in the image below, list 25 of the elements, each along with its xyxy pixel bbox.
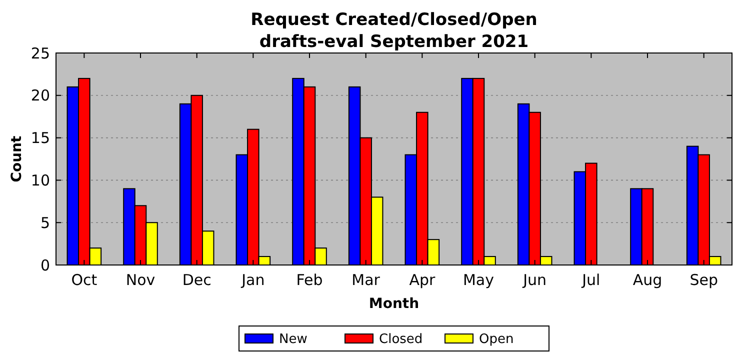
y-tick-label: 25 [30, 44, 50, 62]
y-axis-title: Count [9, 135, 25, 182]
x-tick-label: Dec [182, 271, 212, 289]
legend-label: Open [479, 332, 514, 347]
x-tick-label: Mar [352, 271, 381, 289]
x-tick-label: Jul [581, 271, 600, 289]
y-tick-label: 20 [30, 86, 50, 105]
legend-label: New [279, 332, 308, 347]
x-tick-label: Feb [296, 271, 323, 289]
x-tick-label: Sep [690, 271, 718, 289]
chart-subtitle: drafts-eval September 2021 [259, 32, 529, 52]
y-tick-label: 10 [30, 171, 50, 190]
legend-label: Closed [379, 332, 423, 347]
x-tick-label: Nov [126, 271, 156, 289]
chart-title: Request Created/Closed/Open [250, 10, 538, 30]
x-tick-label: Jun [522, 271, 547, 289]
y-tick-label: 15 [30, 129, 50, 148]
x-tick-label: Jan [240, 271, 265, 289]
y-tick-label: 0 [40, 256, 50, 274]
x-tick-label: Aug [632, 271, 662, 289]
x-tick-label: May [462, 271, 494, 289]
x-axis-title: Month [368, 296, 420, 312]
y-tick-label: 5 [40, 214, 50, 232]
x-tick-label: Apr [409, 271, 436, 289]
x-tick-label: Oct [71, 271, 98, 289]
